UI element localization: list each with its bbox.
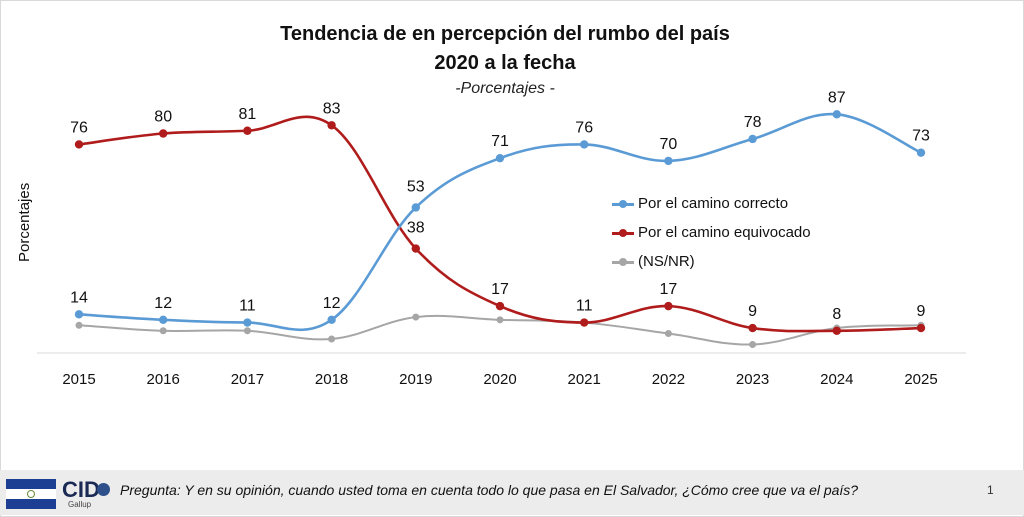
x-tick-label-2021: 2021 (568, 371, 601, 388)
legend-item-nsnr: (NS/NR) (612, 247, 811, 276)
data-label-equivocado-2024: 8 (832, 306, 841, 323)
point-correcto-2024 (832, 110, 841, 119)
legend-item-correcto: Por el camino correcto (612, 189, 811, 218)
chart-title-line2: 2020 a la fecha (434, 52, 576, 74)
data-label-equivocado-2025: 9 (917, 303, 926, 320)
legend-item-equivocado: Por el camino equivocado (612, 218, 811, 247)
data-label-equivocado-2017: 81 (239, 106, 257, 123)
data-label-equivocado-2023: 9 (748, 303, 757, 320)
point-nsnr-2015 (75, 321, 83, 329)
point-correcto-2023 (748, 134, 757, 144)
data-label-equivocado-2022: 17 (660, 281, 678, 298)
legend-marker-nsnr (612, 255, 634, 269)
point-correcto-2020 (495, 153, 505, 163)
x-tick-label-2017: 2017 (231, 371, 264, 388)
chart-subtitle: -Porcentajes - (455, 80, 555, 97)
data-label-correcto-2018: 12 (323, 295, 341, 312)
brand-sub: Gallup (68, 500, 92, 509)
el-salvador-flag-icon (6, 479, 56, 509)
point-equivocado-2015 (74, 140, 84, 149)
point-equivocado-2025 (916, 323, 926, 333)
x-tick-label-2025: 2025 (904, 371, 937, 388)
legend-marker-equivocado (612, 226, 634, 240)
x-tick-label-2018: 2018 (315, 371, 348, 388)
point-equivocado-2023 (748, 323, 757, 333)
data-label-equivocado-2019: 38 (407, 220, 425, 237)
x-tick-label-2020: 2020 (483, 371, 516, 388)
legend: Por el camino correcto Por el camino equ… (612, 189, 811, 276)
cid-gallup-logo: CID Gallup (6, 477, 110, 509)
point-equivocado-2024 (832, 326, 841, 335)
point-correcto-2021 (580, 140, 589, 149)
data-label-correcto-2025: 73 (912, 128, 930, 145)
x-tick-label-2023: 2023 (736, 371, 769, 388)
brand-name: CID (62, 477, 100, 502)
footer-bar: CID Gallup Pregunta: Y en su opinión, cu… (0, 470, 1024, 515)
data-label-equivocado-2018: 83 (323, 100, 341, 117)
data-label-correcto-2020: 71 (491, 133, 509, 150)
data-label-equivocado-2021: 11 (576, 298, 593, 315)
globe-icon (97, 483, 110, 496)
line-chart: 2015 2016 2017 2018 2019 2020 2021 2022 2023 2024… (37, 89, 966, 388)
data-label-correcto-2019: 53 (407, 178, 425, 195)
page-number: 1 (987, 483, 994, 497)
legend-label-nsnr: (NS/NR) (638, 253, 695, 270)
x-tick-label-2016: 2016 (147, 371, 180, 388)
legend-label-correcto: Por el camino correcto (638, 195, 789, 212)
legend-marker-correcto (612, 197, 634, 211)
point-equivocado-2020 (495, 301, 505, 311)
x-tick-label-2024: 2024 (820, 371, 853, 388)
point-nsnr-2023 (749, 340, 757, 348)
data-label-equivocado-2016: 80 (154, 109, 172, 126)
point-equivocado-2022 (664, 301, 673, 311)
point-correcto-2018 (327, 315, 336, 325)
point-equivocado-2021 (580, 318, 589, 327)
data-label-correcto-2021: 76 (575, 119, 593, 136)
point-nsnr-2016 (159, 327, 167, 335)
data-label-equivocado-2020: 17 (491, 281, 509, 298)
survey-question: Pregunta: Y en su opinión, cuando usted … (120, 482, 859, 498)
data-label-equivocado-2015: 76 (70, 119, 88, 136)
data-label-correcto-2016: 12 (154, 295, 172, 312)
x-tick-label-2022: 2022 (652, 371, 685, 388)
point-correcto-2025 (916, 148, 926, 157)
series-line-equivocado (78, 115, 922, 333)
x-tick-label-2015: 2015 (62, 371, 95, 388)
legend-label-equivocado: Por el camino equivocado (638, 224, 811, 241)
point-equivocado-2018 (327, 121, 336, 130)
point-nsnr-2020 (496, 316, 504, 324)
point-correcto-2016 (159, 315, 168, 325)
data-label-correcto-2024: 87 (828, 89, 846, 106)
series-line-correcto (78, 112, 922, 332)
point-nsnr-2022 (664, 330, 672, 338)
point-equivocado-2017 (243, 126, 252, 135)
point-correcto-2015 (74, 310, 84, 319)
point-correcto-2017 (243, 318, 252, 327)
point-nsnr-2019 (412, 313, 420, 321)
point-equivocado-2019 (411, 244, 420, 253)
data-label-correcto-2017: 11 (239, 298, 256, 315)
point-correcto-2022 (664, 156, 673, 166)
data-label-correcto-2022: 70 (660, 136, 678, 153)
point-nsnr-2017 (243, 327, 251, 335)
point-nsnr-2018 (328, 335, 336, 343)
x-tick-label-2019: 2019 (399, 371, 432, 388)
chart-title: Tendencia de en percepción del rumbo del… (280, 23, 730, 45)
point-correcto-2019 (411, 203, 420, 212)
point-equivocado-2016 (159, 129, 168, 138)
data-label-correcto-2015: 14 (70, 289, 88, 306)
data-label-correcto-2023: 78 (744, 114, 762, 131)
